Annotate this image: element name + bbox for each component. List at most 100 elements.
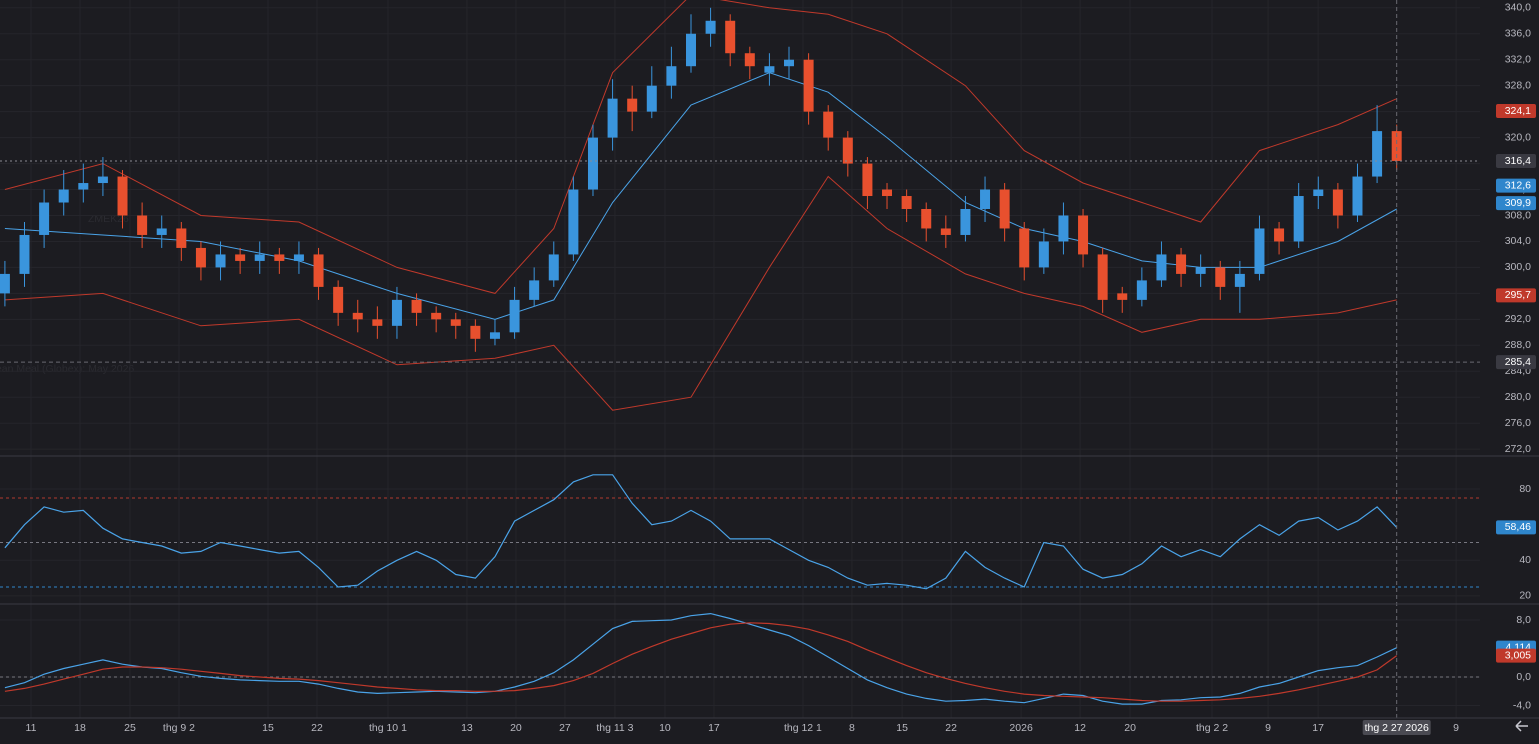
candle-body	[940, 228, 951, 235]
y-tick-label: 336,0	[1505, 28, 1531, 40]
candle-body	[489, 332, 500, 339]
overlay-line	[4, 0, 1397, 294]
candle-body	[1215, 267, 1226, 287]
candle-body	[156, 228, 167, 235]
x-tick-label: 12	[1074, 722, 1086, 734]
candle-body	[254, 254, 265, 261]
value-tag	[1496, 153, 1536, 168]
x-tick-label: 18	[74, 722, 86, 734]
candle-body	[980, 189, 991, 210]
candle-body	[1097, 254, 1108, 300]
candle-body	[784, 59, 795, 67]
y-tick-label: 280,0	[1505, 391, 1531, 403]
value-tag-label: 58,46	[1505, 521, 1531, 533]
scroll-button[interactable]	[1515, 720, 1528, 732]
x-tick-label: 11	[26, 722, 37, 734]
candle-body	[921, 209, 932, 229]
y-tick-label: 328,0	[1505, 79, 1531, 91]
candle-body	[450, 319, 461, 326]
candle-body	[1136, 280, 1147, 300]
candle-body	[842, 137, 853, 164]
candle-body	[97, 176, 108, 184]
candle-body	[176, 228, 187, 248]
value-tag	[1496, 648, 1536, 663]
candle-body	[1019, 228, 1030, 268]
candle-body	[1352, 176, 1363, 216]
y-tick-label: 80	[1519, 483, 1531, 495]
candle-body	[0, 273, 10, 294]
candle-body	[999, 189, 1010, 229]
x-tick-label: 20	[510, 722, 522, 734]
x-tick-label: 22	[945, 722, 957, 734]
series-line	[4, 622, 1398, 702]
y-tick-label: -4,0	[1513, 699, 1531, 711]
candle-body	[548, 254, 559, 281]
candle-body	[1078, 215, 1089, 255]
y-tick-label: 0,0	[1516, 671, 1531, 683]
x-tick-label: 2026	[1009, 722, 1033, 734]
candle-body	[685, 33, 696, 67]
candle-body	[1176, 254, 1187, 274]
candle-body	[509, 299, 520, 333]
x-tick-label: 9	[1453, 722, 1459, 734]
value-tag-label: 324,1	[1505, 105, 1531, 117]
y-tick-label: 304,0	[1505, 235, 1531, 247]
candle-body	[725, 20, 736, 54]
value-tag-label: 316,4	[1505, 155, 1531, 167]
value-tag-label: 312,6	[1505, 179, 1531, 191]
value-tag	[1496, 520, 1536, 535]
candle-body	[607, 98, 618, 138]
x-tick-label: thg 10 1	[369, 722, 407, 734]
crosshair-x-tag	[1362, 720, 1431, 735]
y-tick-label: 340,0	[1505, 2, 1531, 14]
value-tag	[1496, 178, 1536, 193]
candle-body	[117, 176, 128, 216]
x-tick-label: 22	[311, 722, 323, 734]
y-tick-label: 300,0	[1505, 261, 1531, 273]
arrow-icon[interactable]	[1515, 720, 1528, 732]
x-tick-label: 27	[559, 722, 571, 734]
candle-body	[39, 202, 50, 235]
candle-body	[568, 189, 579, 255]
candle-body	[882, 189, 893, 197]
x-tick-label: 10	[659, 722, 671, 734]
watermark: ZMEK26	[88, 213, 129, 225]
x-tick-label: thg 11 3	[596, 722, 633, 734]
value-tag	[1496, 103, 1536, 118]
candle-body	[666, 66, 677, 86]
candle-body	[1254, 228, 1265, 274]
y-tick-label: 288,0	[1505, 339, 1531, 351]
candle-body	[823, 111, 834, 138]
y-tick-label: 308,0	[1505, 209, 1531, 221]
value-tag-label: 295,7	[1505, 289, 1531, 301]
x-tick-label: 17	[708, 722, 720, 734]
candle-body	[1234, 273, 1245, 287]
y-tick-label: 292,0	[1505, 313, 1531, 325]
x-tick-label: thg 12 1	[784, 722, 822, 734]
candle-body	[215, 254, 226, 268]
candle-body	[195, 247, 206, 268]
candle-body	[901, 196, 912, 210]
candle-body	[58, 189, 69, 203]
series-line	[4, 612, 1397, 705]
overlay-line	[4, 175, 1397, 411]
candle-body	[1274, 228, 1285, 242]
candle-body	[1372, 131, 1383, 177]
candle-body	[1195, 267, 1206, 274]
x-tick-label: 20	[1124, 722, 1136, 734]
candle-body	[960, 209, 971, 235]
value-tag	[1496, 196, 1536, 211]
candle-body	[529, 280, 540, 300]
candle-body	[1391, 131, 1402, 161]
candle-body	[1156, 254, 1167, 281]
candle-body	[78, 183, 89, 190]
value-tag-label: 309,9	[1505, 197, 1531, 209]
x-tick-label: 8	[849, 722, 855, 734]
x-tick-label: 25	[124, 722, 136, 734]
candle-body	[333, 286, 344, 313]
watermark-subtitle: Soybean Meal (Globex): May 2026	[0, 363, 134, 375]
candle-body	[1293, 196, 1304, 242]
